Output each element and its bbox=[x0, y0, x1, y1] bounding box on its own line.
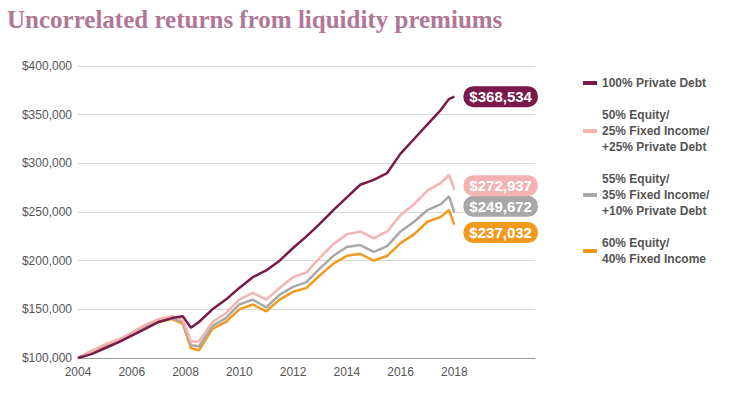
svg-text:$400,000: $400,000 bbox=[22, 59, 72, 73]
svg-text:100% Private Debt: 100% Private Debt bbox=[602, 76, 706, 90]
svg-text:Uncorrelated returns from liqu: Uncorrelated returns from liquidity prem… bbox=[7, 6, 503, 33]
svg-text:2008: 2008 bbox=[172, 365, 199, 379]
svg-text:$250,000: $250,000 bbox=[22, 205, 72, 219]
svg-text:55% Equity/: 55% Equity/ bbox=[602, 172, 670, 186]
svg-text:$350,000: $350,000 bbox=[22, 108, 72, 122]
svg-text:25% Fixed Income/: 25% Fixed Income/ bbox=[602, 124, 710, 138]
svg-text:2018: 2018 bbox=[441, 365, 468, 379]
svg-text:2006: 2006 bbox=[118, 365, 145, 379]
svg-text:50% Equity/: 50% Equity/ bbox=[602, 108, 670, 122]
svg-text:2014: 2014 bbox=[333, 365, 360, 379]
svg-text:+10% Private Debt: +10% Private Debt bbox=[602, 204, 706, 218]
svg-text:$272,937: $272,937 bbox=[469, 177, 532, 194]
svg-text:$368,534: $368,534 bbox=[469, 88, 532, 105]
svg-text:60% Equity/: 60% Equity/ bbox=[602, 236, 670, 250]
svg-text:2004: 2004 bbox=[65, 365, 92, 379]
svg-text:2016: 2016 bbox=[387, 365, 414, 379]
svg-text:$200,000: $200,000 bbox=[22, 254, 72, 268]
svg-text:$100,000: $100,000 bbox=[22, 351, 72, 365]
svg-text:35% Fixed Income/: 35% Fixed Income/ bbox=[602, 188, 710, 202]
svg-text:2012: 2012 bbox=[280, 365, 307, 379]
svg-text:2010: 2010 bbox=[226, 365, 253, 379]
svg-text:$150,000: $150,000 bbox=[22, 302, 72, 316]
svg-text:40% Fixed Income: 40% Fixed Income bbox=[602, 252, 706, 266]
svg-text:$300,000: $300,000 bbox=[22, 156, 72, 170]
svg-text:+25% Private Debt: +25% Private Debt bbox=[602, 140, 706, 154]
svg-text:$249,672: $249,672 bbox=[469, 198, 532, 215]
svg-text:$237,032: $237,032 bbox=[469, 224, 532, 241]
